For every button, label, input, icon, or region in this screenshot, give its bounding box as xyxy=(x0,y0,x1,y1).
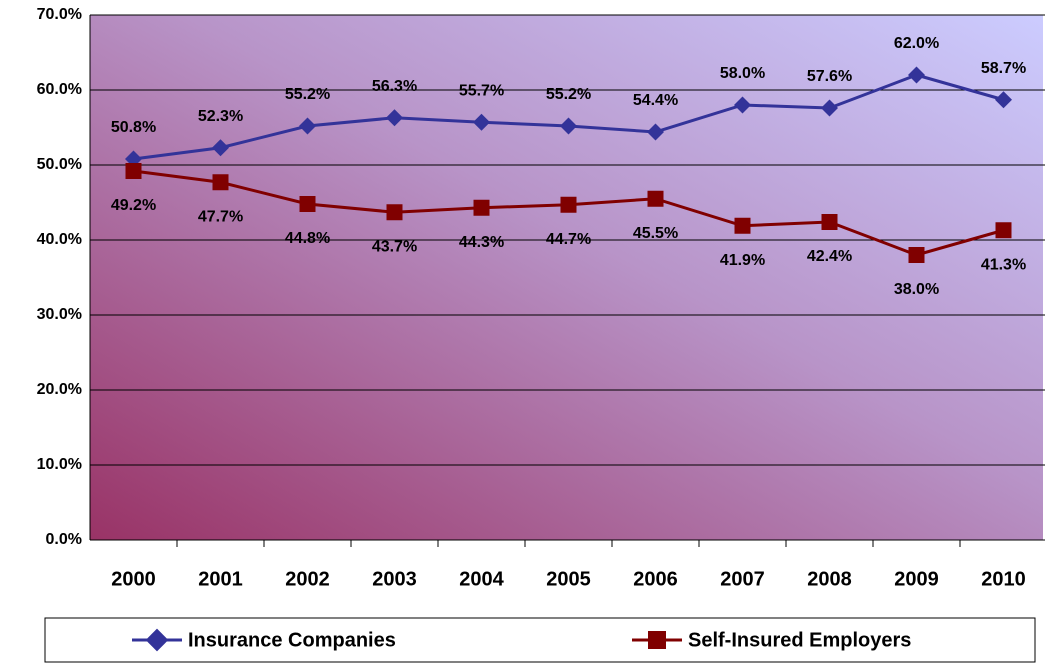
y-tick-label: 10.0% xyxy=(37,456,82,473)
x-tick-label: 2003 xyxy=(372,568,417,590)
marker xyxy=(299,196,316,212)
marker xyxy=(386,109,403,127)
marker xyxy=(821,214,838,230)
y-tick-label: 50.0% xyxy=(37,156,82,173)
legend: Insurance Companies Self-Insured Employe… xyxy=(44,617,1036,663)
data-label: 55.2% xyxy=(285,86,330,103)
data-label: 47.7% xyxy=(198,208,243,225)
data-label: 42.4% xyxy=(807,248,852,265)
marker xyxy=(212,139,229,157)
legend-label: Insurance Companies xyxy=(188,629,396,651)
x-tick-label: 2009 xyxy=(894,568,939,590)
data-label: 58.7% xyxy=(981,60,1026,77)
x-tick-label: 2007 xyxy=(720,568,765,590)
x-tick-label: 2006 xyxy=(633,568,678,590)
data-label: 41.9% xyxy=(720,252,765,269)
data-label: 50.8% xyxy=(111,119,156,136)
marker xyxy=(995,222,1012,239)
y-tick-label: 30.0% xyxy=(37,306,82,323)
x-tick-label: 2002 xyxy=(285,568,330,590)
plot-area xyxy=(90,15,1043,540)
marker xyxy=(995,91,1012,109)
data-label: 57.6% xyxy=(807,68,852,85)
y-tick-label: 20.0% xyxy=(37,381,82,398)
data-label: 49.2% xyxy=(111,197,156,214)
data-label: 55.2% xyxy=(546,86,591,103)
x-tick-label: 2008 xyxy=(807,568,852,590)
legend-box xyxy=(44,617,1036,663)
data-label: 41.3% xyxy=(981,256,1026,273)
legend-label: Self-Insured Employers xyxy=(688,629,911,651)
data-label: 38.0% xyxy=(894,281,939,298)
y-tick-label: 40.0% xyxy=(37,231,82,248)
marker xyxy=(908,247,925,263)
marker xyxy=(560,196,577,213)
data-label: 62.0% xyxy=(894,35,939,52)
marker xyxy=(908,66,925,84)
marker xyxy=(821,99,838,117)
y-tick-label: 60.0% xyxy=(37,81,82,98)
marker xyxy=(560,117,577,135)
marker xyxy=(647,190,664,207)
marker xyxy=(125,163,142,179)
x-tick-label: 2001 xyxy=(198,568,243,590)
data-label: 55.7% xyxy=(459,82,504,99)
marker xyxy=(299,117,316,135)
data-label: 45.5% xyxy=(633,225,678,242)
data-label: 56.3% xyxy=(372,78,417,95)
data-label: 43.7% xyxy=(372,238,417,255)
marker xyxy=(647,123,664,141)
y-tick-label: 0.0% xyxy=(46,531,82,548)
marker xyxy=(212,174,229,191)
marker xyxy=(473,199,490,216)
x-tick-label: 2000 xyxy=(111,568,156,590)
marker xyxy=(734,96,751,114)
x-tick-label: 2004 xyxy=(459,568,504,590)
marker xyxy=(734,217,751,234)
x-tick-label: 2010 xyxy=(981,568,1026,590)
data-label: 44.3% xyxy=(459,234,504,251)
data-label: 52.3% xyxy=(198,108,243,125)
data-label: 44.8% xyxy=(285,230,330,247)
data-label: 58.0% xyxy=(720,65,765,82)
y-tick-label: 70.0% xyxy=(37,6,82,23)
marker xyxy=(386,204,403,221)
legend-marker xyxy=(648,631,666,649)
x-tick-label: 2005 xyxy=(546,568,591,590)
marker xyxy=(473,113,490,131)
data-label: 54.4% xyxy=(633,92,678,109)
data-label: 44.7% xyxy=(546,231,591,248)
